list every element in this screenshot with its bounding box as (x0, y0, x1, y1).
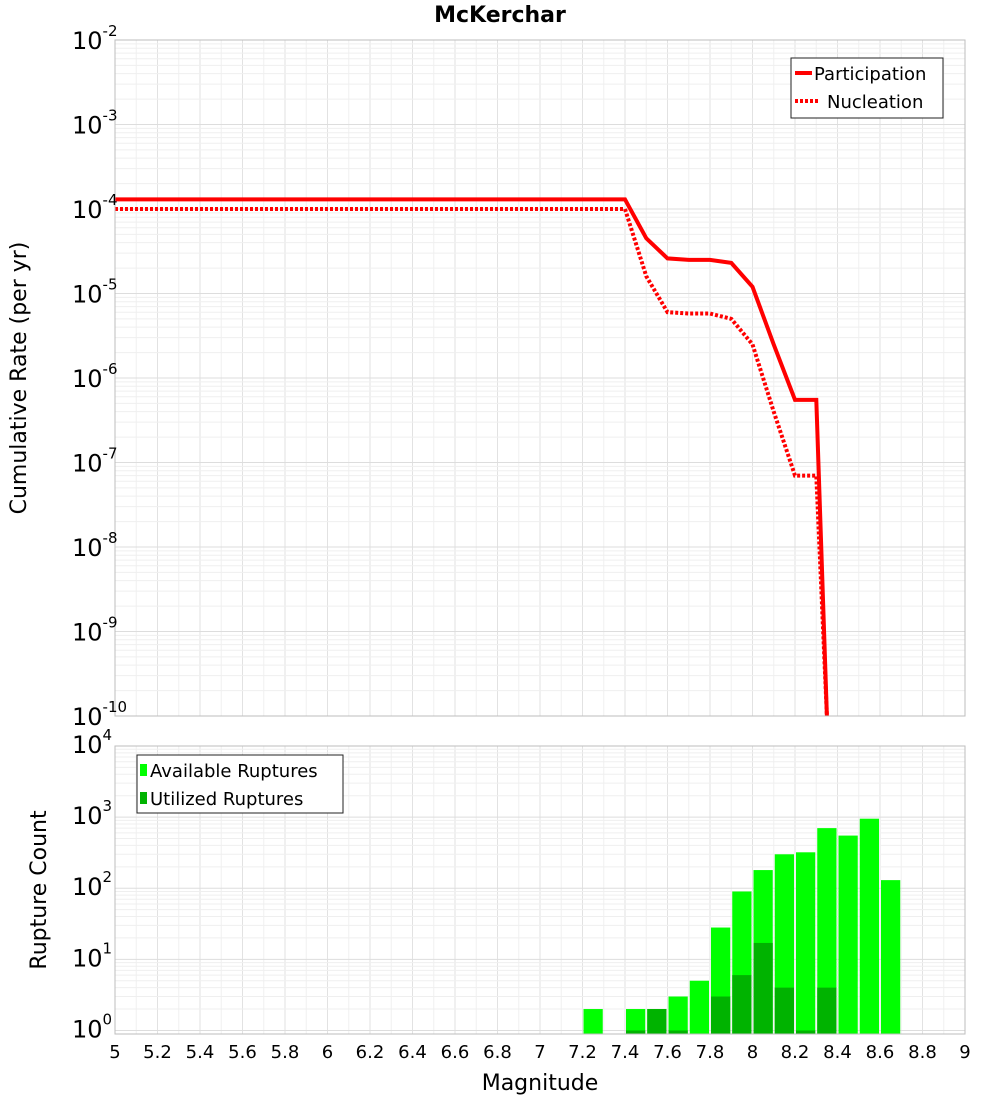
x-tick-label: 7.2 (568, 1042, 597, 1063)
x-tick-label: 7.4 (611, 1042, 640, 1063)
rate-legend: Participation Nucleation (790, 57, 944, 119)
rupture-bars (583, 818, 901, 1034)
chart-title: McKerchar (434, 3, 566, 28)
x-tick-label: 6.8 (483, 1042, 512, 1063)
legend-utilized-label: Utilized Ruptures (150, 789, 303, 810)
available-rupture-bar (796, 852, 816, 1034)
x-tick-label: 5.8 (271, 1042, 300, 1063)
x-tick-label: 6.4 (398, 1042, 427, 1063)
tick-labels: 5 5.2 5.4 5.6 5.8 6 6.2 6.4 6.6 6.8 7 7.2 7.4 7.6 7.8 8… (72, 22, 971, 1063)
rupture-legend-box (136, 754, 344, 814)
x-tick-label: 7.6 (653, 1042, 682, 1063)
bottom-y-tick-label: 101 (72, 939, 112, 972)
available-rupture-bar (689, 980, 709, 1034)
x-tick-label: 8.2 (781, 1042, 810, 1063)
legend-nucleation-label: Nucleation (827, 92, 923, 113)
legend-available-swatch (140, 764, 147, 776)
x-tick-label: 5.4 (186, 1042, 215, 1063)
participation-line (115, 197, 829, 717)
x-tick-label: 8 (747, 1042, 758, 1063)
x-tick-label: 6.6 (441, 1042, 470, 1063)
top-y-axis-label: Cumulative Rate (per yr) (7, 242, 32, 515)
utilized-rupture-bar (817, 987, 837, 1034)
top-grid (114, 40, 966, 717)
bottom-y-tick-label: 103 (72, 797, 112, 830)
top-y-tick-label: 10-8 (72, 529, 118, 562)
available-rupture-bar (881, 880, 901, 1034)
top-y-tick-label: 10-7 (72, 445, 118, 478)
bottom-y-tick-label: 100 (72, 1010, 112, 1043)
rate-legend-box (790, 57, 944, 119)
utilized-rupture-bar (626, 1030, 646, 1034)
top-y-tick-label: 10-6 (72, 360, 118, 393)
x-tick-label: 6 (322, 1042, 333, 1063)
x-tick-label: 9 (959, 1042, 970, 1063)
x-tick-label: 7.8 (696, 1042, 725, 1063)
legend-available-label: Available Ruptures (150, 761, 318, 782)
utilized-rupture-bar (732, 975, 752, 1034)
legend-participation-label: Participation (814, 64, 926, 85)
bottom-plot-frame (114, 745, 966, 1035)
top-y-tick-label: 10-2 (72, 22, 118, 55)
x-tick-label: 8.4 (823, 1042, 852, 1063)
utilized-rupture-bar (774, 987, 794, 1034)
bottom-y-axis-label: Rupture Count (27, 810, 52, 970)
top-y-tick-label: 10-9 (72, 614, 118, 647)
x-tick-label: 8.8 (908, 1042, 937, 1063)
x-tick-label: 6.2 (356, 1042, 385, 1063)
available-rupture-bar (668, 996, 688, 1034)
utilized-rupture-bar (753, 942, 773, 1034)
top-y-tick-label: 10-10 (72, 698, 127, 731)
available-rupture-bar (838, 835, 858, 1034)
bottom-y-tick-label: 104 (72, 726, 112, 759)
x-tick-label: 7 (534, 1042, 545, 1063)
top-y-tick-label: 10-4 (72, 191, 118, 224)
utilized-rupture-bar (711, 996, 731, 1034)
x-tick-label: 5 (109, 1042, 120, 1063)
bottom-y-tick-label: 102 (72, 868, 112, 901)
top-y-tick-label: 10-3 (72, 107, 118, 140)
available-rupture-bar (817, 828, 837, 1034)
available-rupture-bar (626, 1009, 646, 1034)
legend-utilized-swatch (140, 792, 147, 804)
x-tick-label: 5.2 (143, 1042, 172, 1063)
rupture-legend: Available Ruptures Utilized Ruptures (136, 754, 344, 814)
utilized-rupture-bar (647, 1009, 667, 1034)
x-tick-label: 5.6 (228, 1042, 257, 1063)
available-rupture-bar (859, 818, 879, 1034)
available-rupture-bar (583, 1009, 603, 1034)
top-y-tick-label: 10-5 (72, 276, 118, 309)
x-axis-label: Magnitude (482, 1071, 599, 1096)
rate-lines (115, 197, 829, 717)
nucleation-line (115, 207, 829, 717)
utilized-rupture-bar (668, 1030, 688, 1034)
utilized-rupture-bar (796, 1030, 816, 1034)
top-plot-frame (114, 39, 966, 717)
x-tick-label: 8.6 (866, 1042, 895, 1063)
